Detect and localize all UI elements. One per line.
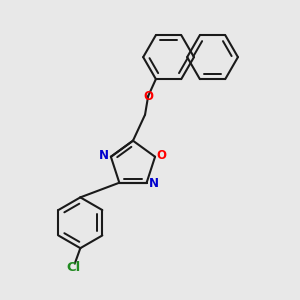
Text: N: N xyxy=(148,178,158,190)
Text: O: O xyxy=(143,90,153,103)
Text: Cl: Cl xyxy=(66,261,80,274)
Text: O: O xyxy=(157,149,167,162)
Text: N: N xyxy=(99,149,109,162)
